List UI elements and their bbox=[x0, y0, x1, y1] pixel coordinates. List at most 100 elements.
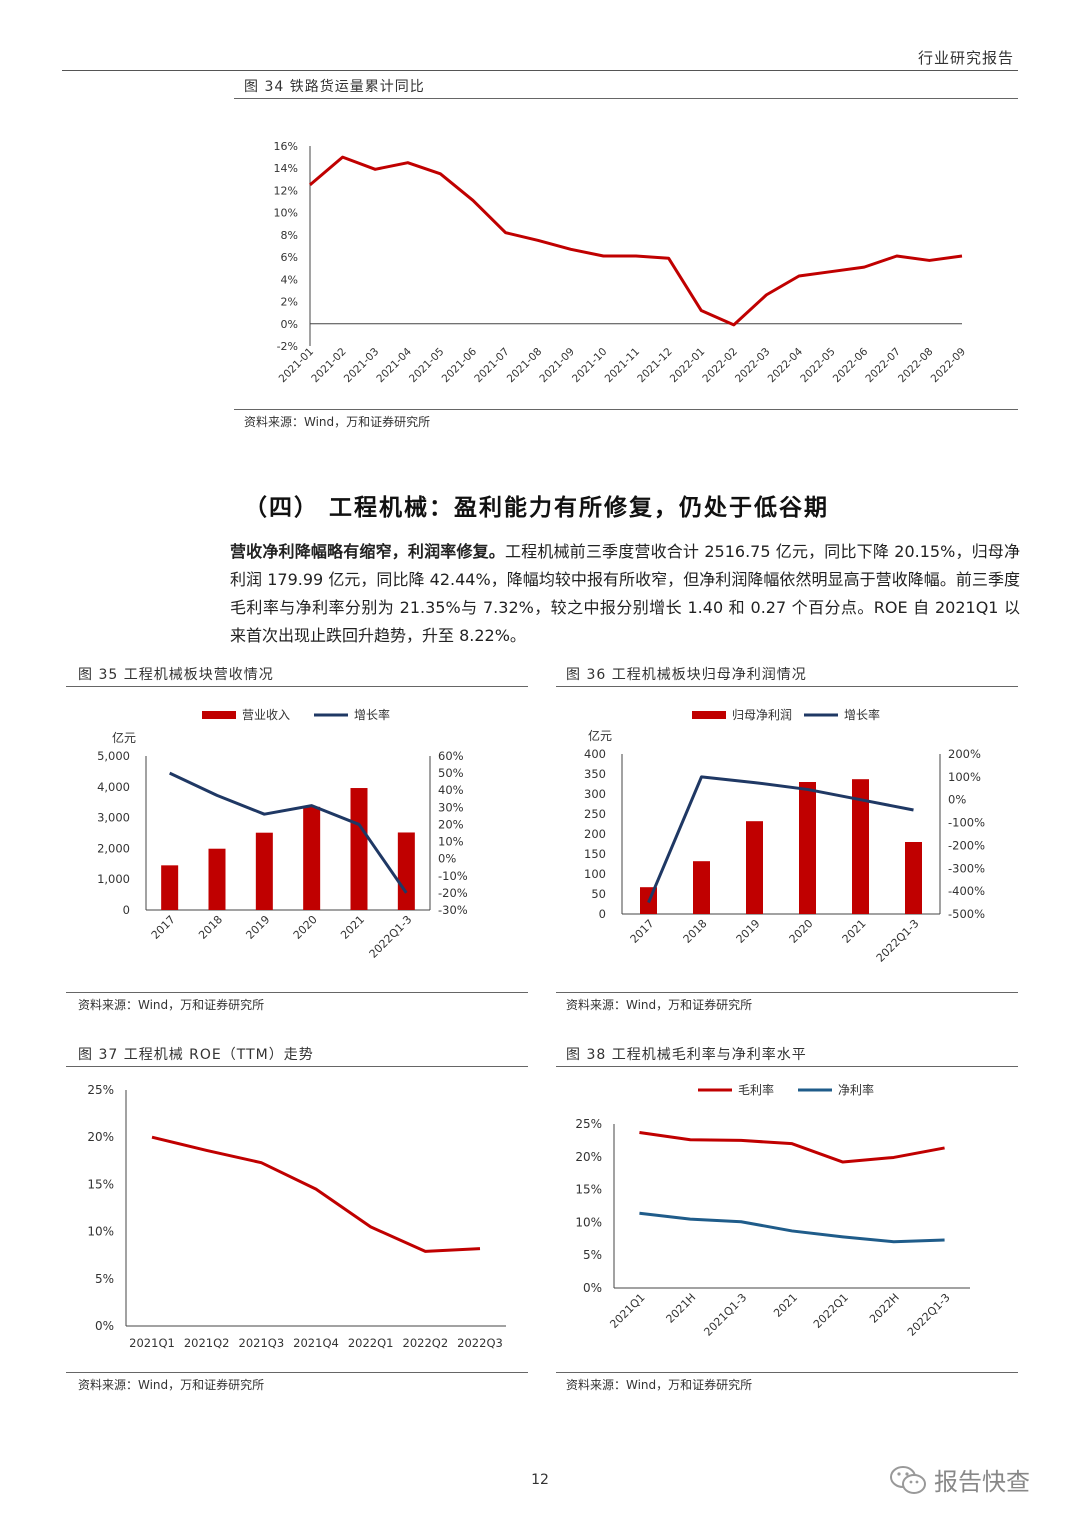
section-title: （四） 工程机械：盈利能力有所修复，仍处于低谷期 bbox=[244, 495, 830, 521]
fig36-bottom-rule bbox=[556, 992, 1018, 993]
fig37-xtick: 2021Q4 bbox=[293, 1336, 339, 1350]
fig38-xtick: 2021 bbox=[771, 1291, 800, 1320]
fig36-legend-bar-swatch bbox=[692, 711, 726, 719]
fig36-left-tick: 250 bbox=[584, 807, 606, 821]
fig35-right-tick: -20% bbox=[438, 886, 468, 900]
fig36-right-tick: -500% bbox=[948, 907, 985, 921]
fig36-bar bbox=[799, 782, 816, 914]
fig37-ytick: 5% bbox=[95, 1272, 114, 1286]
fig35-bottom-rule bbox=[66, 992, 528, 993]
fig35-bar bbox=[350, 788, 368, 910]
fig37-xtick: 2021Q3 bbox=[239, 1336, 285, 1350]
fig37-source: 资料来源：Wind，万和证券研究所 bbox=[78, 1378, 265, 1392]
fig34-xtick: 2021-03 bbox=[342, 346, 382, 386]
fig36-right-tick: -400% bbox=[948, 884, 985, 898]
fig34-ytick: 2% bbox=[281, 296, 298, 309]
fig35-legend-line-label: 增长率 bbox=[354, 707, 390, 722]
fig35-left-tick: 4,000 bbox=[97, 780, 130, 794]
fig38-ytick: 5% bbox=[583, 1248, 602, 1262]
fig38-xtick: 2022Q1-3 bbox=[905, 1291, 953, 1339]
fig35-bar bbox=[397, 832, 415, 910]
fig34-top-rule bbox=[234, 98, 1018, 99]
fig34-xtick: 2022-03 bbox=[733, 346, 773, 386]
fig35-right-tick: 10% bbox=[438, 835, 464, 849]
fig36-growth-line bbox=[647, 775, 914, 904]
fig35-bar bbox=[255, 832, 273, 910]
fig35-right-tick: 30% bbox=[438, 800, 464, 814]
fig35-bar bbox=[208, 848, 226, 910]
fig38-xtick: 2021Q1 bbox=[607, 1291, 647, 1331]
fig34-xtick: 2022-05 bbox=[798, 346, 838, 386]
fig34-chart: 16%14%12%10%8%6%4%2%0%-2%2021-012021-022… bbox=[274, 140, 969, 386]
fig35-left-tick: 0 bbox=[123, 903, 130, 917]
fig35-top-rule bbox=[66, 686, 528, 687]
fig35-source: 资料来源：Wind，万和证券研究所 bbox=[78, 998, 265, 1012]
fig34-xtick: 2022-09 bbox=[929, 346, 969, 386]
fig34-ytick: 6% bbox=[281, 251, 298, 264]
fig36-right-tick: 100% bbox=[948, 770, 981, 784]
fig36-left-tick: 50 bbox=[591, 887, 606, 901]
fig34-ytick: 4% bbox=[281, 273, 298, 286]
fig34-xtick: 2021-08 bbox=[505, 346, 545, 386]
paragraph-lead: 营收净利降幅略有缩窄，利润率修复。 bbox=[230, 542, 505, 561]
fig38-source: 资料来源：Wind，万和证券研究所 bbox=[566, 1378, 753, 1392]
fig37-xtick: 2022Q3 bbox=[457, 1336, 503, 1350]
fig34-bottom-rule bbox=[234, 409, 1018, 410]
fig36-top-rule bbox=[556, 686, 1018, 687]
fig34-xtick: 2022-08 bbox=[896, 346, 936, 386]
fig36-left-tick: 100 bbox=[584, 867, 606, 881]
fig37-title: 图 37 工程机械 ROE（TTM）走势 bbox=[78, 1047, 314, 1063]
fig36-legend-bar-label: 归母净利润 bbox=[732, 708, 792, 722]
fig36-xtick: 2018 bbox=[681, 917, 710, 946]
fig38-xtick: 2021H bbox=[664, 1291, 699, 1326]
fig35-title: 图 35 工程机械板块营收情况 bbox=[78, 667, 274, 683]
fig36-right-tick: -300% bbox=[948, 861, 985, 875]
fig36-left-tick: 400 bbox=[584, 747, 606, 761]
fig34-xtick: 2021-02 bbox=[309, 346, 349, 386]
fig37-chart: 25% 20% 15% 10% 5% 0% 2021Q1 2021Q2 2021Q3 2021Q4… bbox=[87, 1083, 506, 1350]
fig34-ytick: 14% bbox=[274, 162, 298, 175]
fig35-right-tick: 40% bbox=[438, 783, 464, 797]
fig36-right-tick: -100% bbox=[948, 816, 985, 830]
fig37-series-line bbox=[151, 1135, 481, 1253]
fig36-xtick: 2021 bbox=[840, 917, 869, 946]
fig34-xtick: 2021-05 bbox=[407, 346, 447, 386]
fig37-ytick: 10% bbox=[87, 1225, 114, 1239]
fig37-ytick: 25% bbox=[87, 1083, 114, 1097]
fig35-right-tick: -30% bbox=[438, 903, 468, 917]
fig38-legend-label: 毛利率 bbox=[738, 1082, 774, 1097]
fig34-xtick: 2022-07 bbox=[863, 346, 903, 386]
fig34-ytick: 10% bbox=[274, 207, 298, 220]
fig34-ytick: 8% bbox=[281, 229, 298, 242]
fig34-xtick: 2021-07 bbox=[472, 346, 512, 386]
page-number: 12 bbox=[531, 1472, 549, 1488]
fig38-ytick: 0% bbox=[583, 1281, 602, 1295]
fig35-left-unit: 亿元 bbox=[112, 730, 136, 745]
fig35-xtick: 2019 bbox=[243, 913, 272, 942]
wechat-icon bbox=[890, 1465, 926, 1494]
fig38-series-line bbox=[639, 1211, 945, 1244]
watermark-text: 报告快查 bbox=[934, 1468, 1030, 1496]
fig35-xtick: 2017 bbox=[149, 913, 178, 942]
fig34-xtick: 2022-02 bbox=[700, 346, 740, 386]
fig35-right-tick: 50% bbox=[438, 766, 464, 780]
fig35-left-tick: 3,000 bbox=[97, 811, 130, 825]
fig35-right-tick: -10% bbox=[438, 869, 468, 883]
fig36-xtick: 2019 bbox=[734, 917, 763, 946]
fig36-left-tick: 300 bbox=[584, 787, 606, 801]
fig38-xtick: 2022Q1 bbox=[811, 1291, 851, 1331]
fig38-ytick: 20% bbox=[575, 1150, 602, 1164]
fig36-left-tick: 350 bbox=[584, 767, 606, 781]
fig36-left-tick: 0 bbox=[599, 907, 606, 921]
fig34-xtick: 2021-10 bbox=[570, 346, 610, 386]
fig36-legend-line-label: 增长率 bbox=[844, 707, 880, 722]
fig35-left-tick: 5,000 bbox=[97, 749, 130, 763]
fig38-xtick: 2022H bbox=[867, 1291, 902, 1326]
fig35-xtick: 2018 bbox=[196, 913, 225, 942]
fig34-xtick: 2022-01 bbox=[668, 346, 708, 386]
fig35-xtick: 2022Q1-3 bbox=[367, 913, 415, 961]
fig35-left-tick: 1,000 bbox=[97, 872, 130, 886]
fig36-right-tick: -200% bbox=[948, 838, 985, 852]
paragraph-body: 工程机械前三季度营收合计 2516.75 亿元，同比下降 20.15%，归母净利… bbox=[230, 542, 1020, 645]
